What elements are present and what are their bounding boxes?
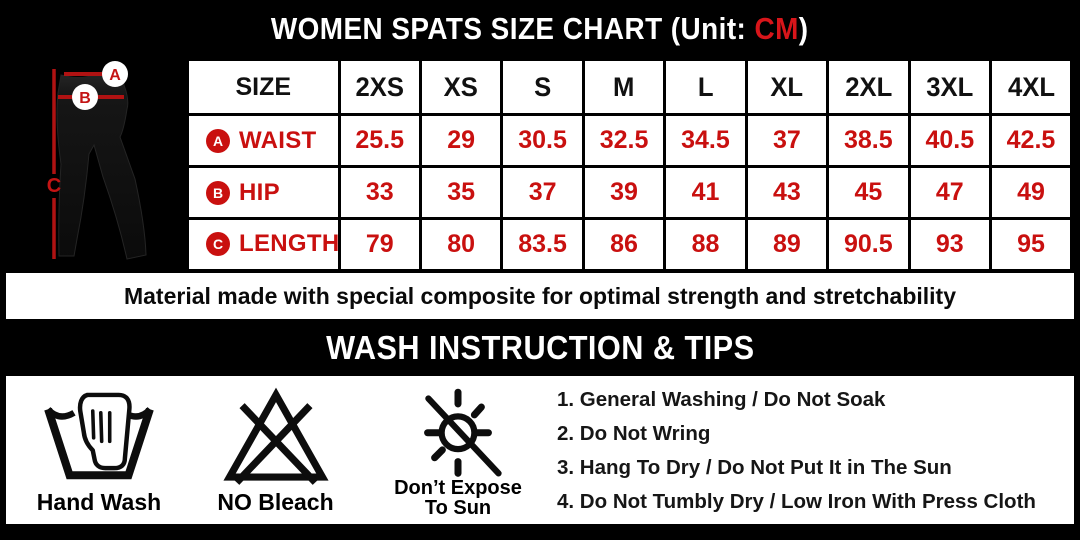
size-col-m: M bbox=[583, 57, 665, 117]
hip-value: 37 bbox=[500, 165, 585, 220]
material-note-band: Material made with special composite for… bbox=[6, 273, 1074, 319]
hip-value: 39 bbox=[581, 165, 667, 220]
wash-tips-list: 1. General Washing / Do Not Soak 2. Do N… bbox=[543, 384, 1066, 518]
hip-value: 35 bbox=[418, 165, 504, 220]
wash-tip-2: 2. Do Not Wring bbox=[557, 422, 711, 445]
size-table: SIZE 2XS XS S M L XL 2XL 3XL 4XL A WAIST bbox=[185, 57, 1074, 273]
title-bar: WOMEN SPATS SIZE CHART (Unit: CM) bbox=[0, 0, 1080, 57]
hip-value: 47 bbox=[907, 165, 993, 220]
hip-marker-label: B bbox=[79, 90, 91, 107]
leggings-measurement-diagram: A B C bbox=[0, 57, 185, 273]
waist-marker-label: A bbox=[109, 67, 121, 84]
material-note: Material made with special composite for… bbox=[123, 282, 956, 309]
table-row-hip: B HIP 33 35 37 39 41 43 45 47 49 bbox=[185, 165, 1074, 220]
size-table-header-row: SIZE 2XS XS S M L XL 2XL 3XL 4XL bbox=[185, 57, 1072, 117]
length-value: 80 bbox=[418, 216, 504, 273]
no-sun-block: Don’t Expose To Sun bbox=[373, 384, 543, 519]
length-value: 95 bbox=[989, 216, 1074, 273]
wash-tip-4: 4. Do Not Tumbly Dry / Low Iron With Pre… bbox=[557, 490, 1036, 513]
hand-wash-block: Hand Wash bbox=[20, 384, 178, 518]
size-col-3xl: 3XL bbox=[909, 57, 990, 117]
size-table-wrap: SIZE 2XS XS S M L XL 2XL 3XL 4XL A WAIST bbox=[185, 57, 1080, 273]
hip-marker-circle bbox=[72, 84, 98, 110]
waist-value: 38.5 bbox=[826, 113, 911, 169]
waist-label-cell: A WAIST bbox=[185, 113, 341, 169]
waist-label: WAIST bbox=[239, 126, 317, 154]
size-col-l: L bbox=[665, 57, 746, 117]
waist-value: 37 bbox=[744, 113, 830, 169]
length-value: 90.5 bbox=[826, 216, 911, 273]
length-label-cell: C LENGTH bbox=[185, 216, 341, 273]
hip-label-cell: B HIP bbox=[185, 165, 341, 220]
page-title: WOMEN SPATS SIZE CHART (Unit: CM) bbox=[271, 11, 809, 47]
length-badge: C bbox=[206, 232, 230, 257]
waist-value: 34.5 bbox=[663, 113, 748, 169]
waist-badge: A bbox=[206, 128, 230, 153]
size-col-s: S bbox=[502, 57, 583, 117]
hand-wash-icon bbox=[44, 392, 154, 480]
length-marker-label: C bbox=[47, 175, 61, 197]
no-bleach-icon bbox=[222, 387, 329, 485]
wash-panel: Hand Wash NO Bleach Don’t Expo bbox=[6, 376, 1074, 524]
hip-value: 49 bbox=[989, 165, 1074, 220]
hip-value: 43 bbox=[744, 165, 830, 220]
length-value: 79 bbox=[337, 216, 422, 273]
length-value: 86 bbox=[581, 216, 667, 273]
sun-prohibited-icon bbox=[424, 388, 502, 477]
no-sun-label-line2: To Sun bbox=[424, 497, 492, 520]
size-header-cell: SIZE bbox=[185, 57, 341, 117]
waist-value: 32.5 bbox=[581, 113, 667, 169]
table-row-length: C LENGTH 79 80 83.5 86 88 89 90.5 93 95 bbox=[185, 216, 1074, 273]
no-bleach-label: NO Bleach bbox=[217, 488, 334, 515]
leggings-silhouette bbox=[56, 63, 147, 260]
page-title-prefix: WOMEN SPATS SIZE CHART (Unit: bbox=[271, 10, 755, 46]
no-bleach-block: NO Bleach bbox=[178, 384, 373, 518]
page-title-unit: CM bbox=[754, 10, 800, 46]
no-sun-label: Don’t Expose To Sun bbox=[394, 478, 522, 519]
wash-tip-1: 1. General Washing / Do Not Soak bbox=[557, 388, 886, 411]
waist-marker-circle bbox=[102, 61, 128, 87]
waist-value: 29 bbox=[418, 113, 504, 169]
waist-value: 25.5 bbox=[337, 113, 422, 169]
wash-header-bar: WASH INSTRUCTION & TIPS bbox=[0, 319, 1080, 376]
size-chart-section: A B C SIZE 2XS XS S M L bbox=[0, 57, 1080, 273]
wash-tip-3: 3. Hang To Dry / Do Not Put It in The Su… bbox=[557, 456, 952, 479]
length-value: 88 bbox=[663, 216, 748, 273]
length-value: 83.5 bbox=[500, 216, 585, 273]
size-col-xl: XL bbox=[746, 57, 828, 117]
hip-badge: B bbox=[206, 180, 230, 205]
length-label: LENGTH bbox=[239, 230, 340, 258]
page-title-suffix: ) bbox=[799, 10, 809, 46]
hip-value: 41 bbox=[663, 165, 748, 220]
length-value: 93 bbox=[907, 216, 993, 273]
size-col-2xs: 2XS bbox=[339, 57, 420, 117]
waist-value: 40.5 bbox=[907, 113, 993, 169]
length-value: 89 bbox=[744, 216, 830, 273]
wash-section-title: WASH INSTRUCTION & TIPS bbox=[325, 328, 755, 366]
hip-value: 45 bbox=[826, 165, 911, 220]
hand-wash-label: Hand Wash bbox=[36, 488, 162, 515]
leggings-diagram-art: A B C bbox=[47, 61, 147, 260]
size-col-4xl: 4XL bbox=[991, 57, 1072, 117]
waist-value: 30.5 bbox=[500, 113, 585, 169]
size-col-xs: XS bbox=[421, 57, 502, 117]
table-row-waist: A WAIST 25.5 29 30.5 32.5 34.5 37 38.5 4… bbox=[185, 113, 1074, 169]
size-col-2xl: 2XL bbox=[828, 57, 909, 117]
no-sun-label-line1: Don’t Expose bbox=[394, 477, 522, 499]
hip-value: 33 bbox=[337, 165, 422, 220]
hip-label: HIP bbox=[239, 178, 280, 206]
waist-value: 42.5 bbox=[989, 113, 1074, 169]
